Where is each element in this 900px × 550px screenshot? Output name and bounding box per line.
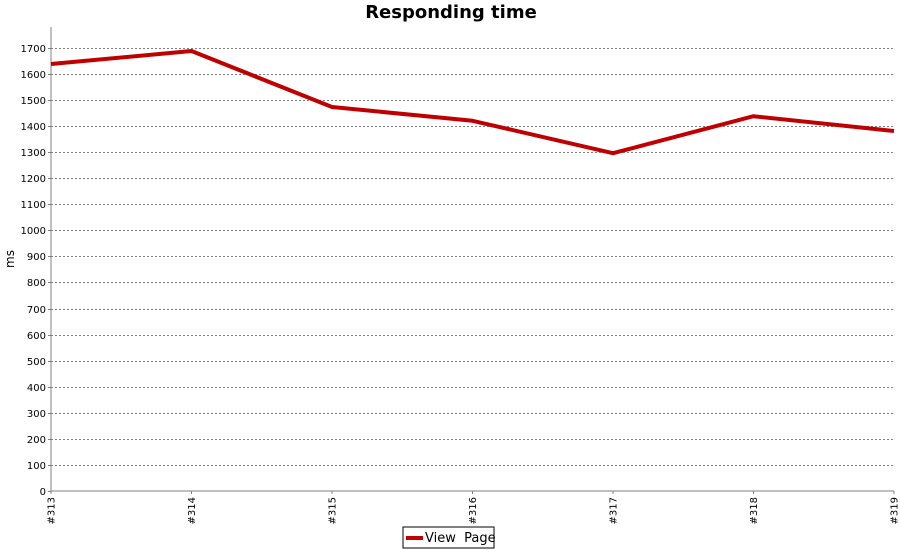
y-tick-label: 800 [27, 278, 46, 289]
y-tick-label: 700 [27, 305, 46, 316]
series-lines [50, 49, 895, 156]
y-tick-label: 0 [40, 487, 46, 498]
x-tick-label: #317 [609, 497, 620, 524]
legend-box [402, 526, 495, 549]
y-tick-label: 500 [27, 357, 46, 368]
y-tick-labels: 0 100 200 300 400 500 600 700 800 900 1000 1100 1200… [21, 44, 51, 498]
y-tick-label: 100 [27, 461, 46, 472]
x-tick-label: #319 [890, 497, 900, 524]
x-tick-label: #315 [328, 497, 339, 524]
y-tick-label: 1100 [21, 200, 46, 211]
x-tick-label: #314 [187, 497, 198, 524]
y-tick-label: 1500 [21, 96, 46, 107]
y-axis-label: ms [3, 250, 17, 268]
y-tick-label: 1200 [21, 174, 46, 185]
y-tick-label: 400 [27, 383, 46, 394]
legend-label-view-page: View Page [425, 531, 496, 546]
y-tick-label: 1700 [21, 44, 46, 55]
x-tick-label: #313 [47, 497, 58, 524]
x-tick-labels: #313 #314 #315 #316 #317 #318 #319 [47, 491, 900, 524]
legend: View Page [402, 526, 496, 549]
y-tick-label: 900 [27, 252, 46, 263]
y-tick-label: 1300 [21, 148, 46, 159]
y-tick-label: 200 [27, 435, 46, 446]
y-tick-label: 1000 [21, 226, 46, 237]
series-line-view-page [50, 49, 895, 156]
y-tick-label: 600 [27, 331, 46, 342]
gridlines [51, 48, 894, 466]
x-tick-label: #316 [468, 497, 479, 524]
x-tick-label: #318 [749, 497, 760, 524]
y-tick-label: 300 [27, 409, 46, 420]
y-tick-label: 1600 [21, 70, 46, 81]
y-tick-label: 1400 [21, 122, 46, 133]
axes [50, 27, 894, 492]
chart-title: Responding time [365, 2, 537, 23]
